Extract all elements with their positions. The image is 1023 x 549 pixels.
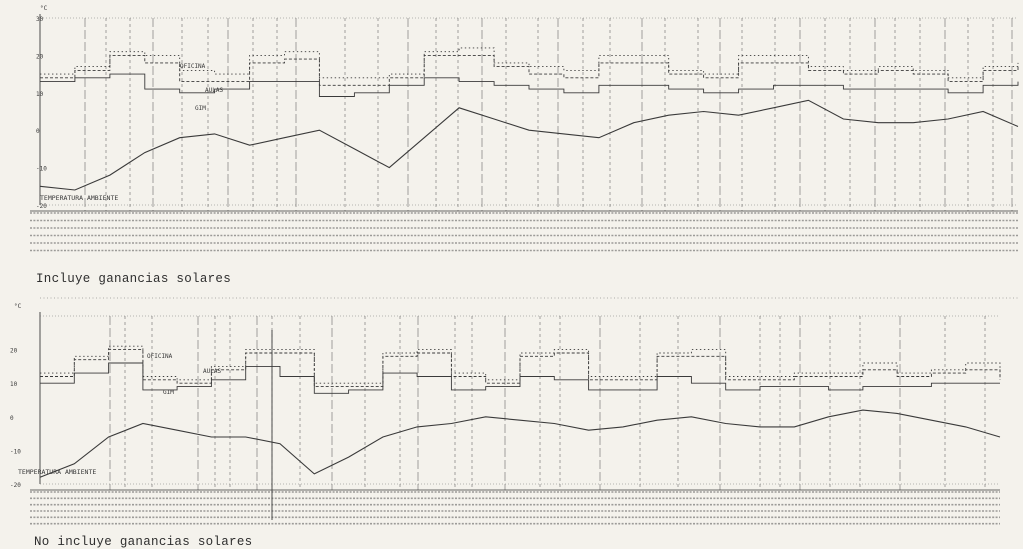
y-tick-label: 0 xyxy=(10,415,14,422)
top-panel: 30 20 10 0 -10 -20 °C OFICINA AULAS GIM TEMPERATUR… xyxy=(30,5,1019,252)
series-line-temperatura-ambiente xyxy=(39,409,1001,478)
series-line-gim xyxy=(40,73,1019,97)
series-label: TEMPERATURA AMBIENTE xyxy=(40,194,118,202)
y-tick-label: -10 xyxy=(10,448,21,455)
series-label: AULAS xyxy=(203,368,221,375)
series-line-oficina xyxy=(40,47,1019,79)
series-label: AULAS xyxy=(205,87,223,94)
printout-table xyxy=(30,491,1000,525)
caption-without-solar-gains: No incluye ganancias solares xyxy=(34,535,253,549)
y-tick-label: 10 xyxy=(10,381,18,388)
printout-table xyxy=(30,212,1018,252)
y-tick-label: -10 xyxy=(36,166,47,173)
series-line-aulas xyxy=(40,54,1019,86)
caption-with-solar-gains: Incluye ganancias solares xyxy=(36,272,232,286)
y-tick-label: 30 xyxy=(36,16,44,23)
y-tick-label: 10 xyxy=(36,91,44,98)
series-label: OFICINA xyxy=(180,63,206,70)
series-label: OFICINA xyxy=(147,353,173,360)
y-tick-label: -20 xyxy=(36,203,47,210)
y-tick-label: 20 xyxy=(36,53,44,60)
series-label: TEMPERATURA AMBIENTE xyxy=(18,468,96,476)
y-tick-label: 0 xyxy=(36,128,40,135)
bottom-panel: 20 10 0 -10 -20 °C OFICINA AULAS GIM TEMPERATURA … xyxy=(10,303,1001,525)
y-tick-label: 20 xyxy=(10,348,18,355)
series-line-aulas xyxy=(40,349,1001,388)
y-tick-label: -20 xyxy=(10,482,21,489)
series-line-gim xyxy=(40,362,1000,394)
y-unit-label: °C xyxy=(40,5,48,12)
series-label: GIM xyxy=(163,389,174,396)
series-line-temperatura-ambiente xyxy=(39,99,1019,191)
series-label: GIM xyxy=(195,105,206,112)
y-unit-label: °C xyxy=(14,303,22,310)
